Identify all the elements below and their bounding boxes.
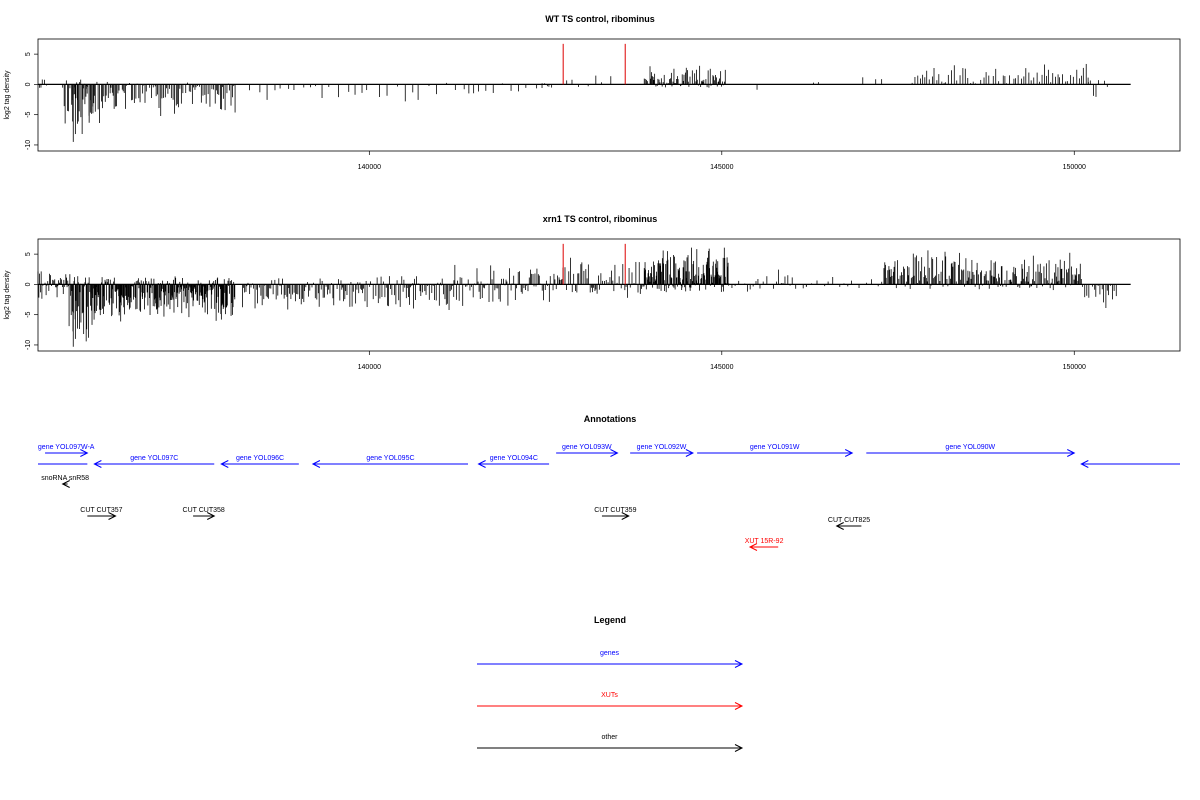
arrow-right-icon [734, 660, 744, 668]
legend: Legend genes XUTs other [477, 615, 744, 752]
x-tick-label: 150000 [1063, 364, 1086, 371]
annotation-gene-yol093w: gene YOL093W [556, 444, 619, 457]
feature-label: gene YOL096C [236, 455, 284, 462]
annotation-cut-cut358: CUT CUT358 [183, 507, 225, 520]
annotation-xut-15r-92: XUT 15R-92 [745, 538, 784, 551]
legend-label: XUTs [601, 692, 618, 699]
arrow-right-icon [685, 449, 695, 457]
arrow-right-icon [734, 744, 744, 752]
annotations-panel: Annotations gene YOL097W-A gene YOL097C gen… [38, 414, 1180, 551]
legend-entry-genes: genes [477, 650, 744, 668]
legend-entry-other: other [477, 734, 744, 752]
feature-label: CUT CUT357 [80, 507, 122, 514]
annotation-gene-yol097w-a: gene YOL097W-A [38, 444, 95, 457]
legend-entry-xuts: XUTs [477, 692, 744, 710]
annotation-gene-yol094c: gene YOL094C [477, 455, 550, 468]
feature-label: gene YOL093W [562, 444, 612, 451]
annotation-cut-cut825: CUT CUT825 [828, 517, 870, 530]
plot-frame [37, 38, 1181, 152]
y-tick-label: 5 [25, 52, 32, 56]
arrow-right-icon [844, 449, 854, 457]
x-tick-label: 145000 [710, 164, 733, 171]
feature-label: gene YOL097W-A [38, 444, 95, 451]
feature-label: snoRNA snR58 [41, 475, 89, 482]
arrow-right-icon [80, 449, 89, 457]
arrow-right-icon [621, 512, 630, 520]
y-tick-label: -5 [25, 311, 32, 317]
arrow-left-icon [61, 480, 70, 488]
feature-label: CUT CUT825 [828, 517, 870, 524]
feature-label: CUT CUT359 [594, 507, 636, 514]
arrow-left-icon [220, 460, 229, 468]
track-panel-2: xrn1 TS control, ribominus 5 0 -5 -10 log2 ta… [4, 214, 1181, 371]
x-tick-label: 140000 [358, 364, 381, 371]
arrow-left-icon [93, 460, 102, 468]
arrow-right-icon [108, 512, 117, 520]
arrow-left-icon [748, 543, 758, 551]
arrow-left-icon [311, 460, 321, 468]
arrow-left-icon [477, 460, 486, 468]
annotation-cut-cut359: CUT CUT359 [594, 507, 637, 520]
x-tick-label: 140000 [358, 164, 381, 171]
arrow-left-icon [1080, 460, 1089, 468]
feature-label: gene YOL095C [366, 455, 414, 462]
y-tick-label: 0 [25, 282, 32, 286]
y-tick-label: -5 [25, 111, 32, 117]
annotation-gene-yol090w: gene YOL090W [866, 444, 1076, 457]
y-tick-label: 5 [25, 252, 32, 256]
y-tick-label: 0 [25, 82, 32, 86]
y-axis-label: log2 tag density [4, 270, 11, 320]
y-axis-label: log2 tag density [4, 70, 11, 120]
annotation-snorna-snr58: snoRNA snR58 [41, 475, 89, 488]
feature-label: CUT CUT358 [183, 507, 225, 514]
feature-label: XUT 15R-92 [745, 538, 784, 545]
x-tick-label: 145000 [710, 364, 733, 371]
annotation-feature [1080, 460, 1180, 468]
track-title: WT TS control, ribominus [545, 14, 655, 24]
annotation-cut-cut357: CUT CUT357 [80, 507, 123, 520]
feature-label: gene YOL090W [945, 444, 995, 451]
feature-label: gene YOL097C [130, 455, 178, 462]
annotation-gene-yol095c: gene YOL095C [311, 455, 469, 468]
annotation-gene-yol096c: gene YOL096C [220, 455, 299, 468]
annotation-gene-yol092w: gene YOL092W [630, 444, 695, 457]
annotations-title: Annotations [584, 414, 637, 424]
feature-label: gene YOL094C [490, 455, 538, 462]
arrow-right-icon [734, 702, 744, 710]
annotation-gene-yol097c: gene YOL097C [93, 455, 215, 468]
arrow-right-icon [610, 449, 619, 457]
x-tick-label: 150000 [1063, 164, 1086, 171]
annotation-gene-yol091w: gene YOL091W [697, 444, 854, 457]
legend-title: Legend [594, 615, 626, 625]
arrow-right-icon [1067, 449, 1076, 457]
y-tick-label: -10 [25, 340, 32, 350]
arrow-right-icon [207, 512, 216, 520]
plot-frame [37, 238, 1181, 352]
density-bars [37, 247, 1117, 347]
legend-label: genes [600, 650, 620, 657]
y-tick-label: -10 [25, 140, 32, 150]
feature-label: gene YOL092W [637, 444, 687, 451]
density-bars [39, 63, 1108, 142]
arrow-left-icon [835, 522, 844, 530]
legend-label: other [602, 734, 619, 741]
feature-label: gene YOL091W [750, 444, 800, 451]
track-panel-1: WT TS control, ribominus 5 0 -5 -10 log2 tag … [4, 14, 1181, 171]
track-title: xrn1 TS control, ribominus [543, 214, 658, 224]
